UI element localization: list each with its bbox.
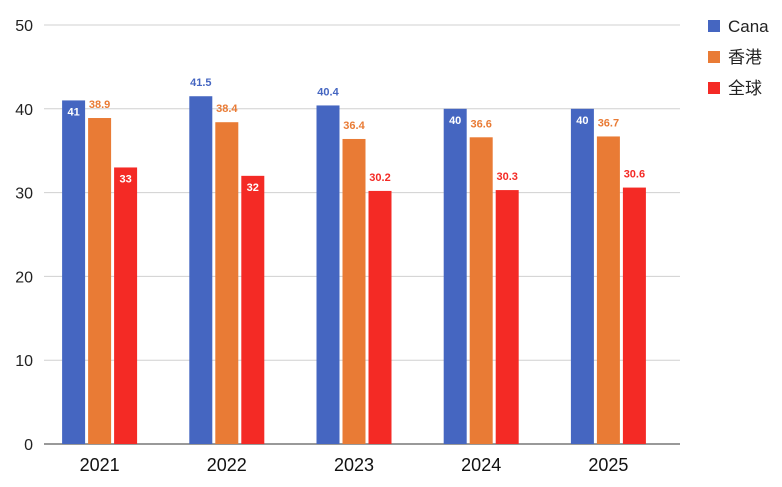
- x-tick-label: 2022: [207, 455, 247, 475]
- data-label: 40.4: [317, 86, 339, 98]
- legend-swatch: [708, 20, 720, 32]
- data-label: 36.7: [598, 117, 619, 129]
- x-tick-label: 2025: [588, 455, 628, 475]
- x-tick-label: 2023: [334, 455, 374, 475]
- legend-label: 全球: [728, 79, 762, 98]
- y-tick-label: 20: [15, 269, 33, 286]
- x-tick-label: 2021: [80, 455, 120, 475]
- y-axis-ticks: 0 10 20 30 40 50: [15, 18, 33, 454]
- legend-label: 香港: [728, 48, 762, 67]
- bar: [495, 190, 519, 444]
- data-label: 36.4: [343, 120, 365, 132]
- data-label: 41: [67, 106, 79, 118]
- bar: [622, 187, 646, 444]
- bar: [62, 100, 86, 445]
- bar: [570, 108, 594, 445]
- data-labels: 41 38.9 33 41.5 38.4 32 40.4 36.4 30.2 40 36.6 30.3…: [67, 77, 645, 194]
- data-label: 40: [449, 115, 461, 127]
- bar: [215, 122, 239, 444]
- bar: [469, 137, 493, 445]
- legend-swatch: [708, 82, 720, 94]
- y-tick-label: 30: [15, 186, 33, 203]
- bar: [443, 108, 467, 445]
- bar: [114, 167, 138, 444]
- data-label: 41.5: [190, 77, 211, 89]
- y-tick-label: 10: [15, 353, 33, 370]
- data-label: 30.6: [624, 169, 645, 181]
- bar: [368, 190, 392, 444]
- y-tick-label: 50: [15, 18, 33, 35]
- bars: [62, 96, 646, 445]
- legend-swatch: [708, 51, 720, 63]
- data-label: 40: [576, 115, 588, 127]
- y-tick-label: 40: [15, 102, 33, 119]
- data-label: 32: [247, 182, 259, 194]
- bar: [596, 136, 620, 445]
- data-label: 33: [119, 173, 131, 185]
- x-axis-ticks: 2021 2022 2023 2024 2025: [80, 455, 629, 475]
- data-label: 30.2: [369, 172, 390, 184]
- bar: [189, 96, 213, 444]
- bar: [342, 138, 366, 444]
- data-label: 38.9: [89, 99, 110, 111]
- legend-label: Cana: [728, 17, 769, 36]
- data-label: 30.3: [496, 171, 517, 183]
- bar: [316, 105, 340, 444]
- data-label: 38.4: [216, 103, 238, 115]
- y-tick-label: 0: [24, 437, 33, 454]
- data-label: 36.6: [470, 118, 491, 130]
- bar: [88, 118, 112, 444]
- x-tick-label: 2024: [461, 455, 501, 475]
- bar: [241, 175, 265, 444]
